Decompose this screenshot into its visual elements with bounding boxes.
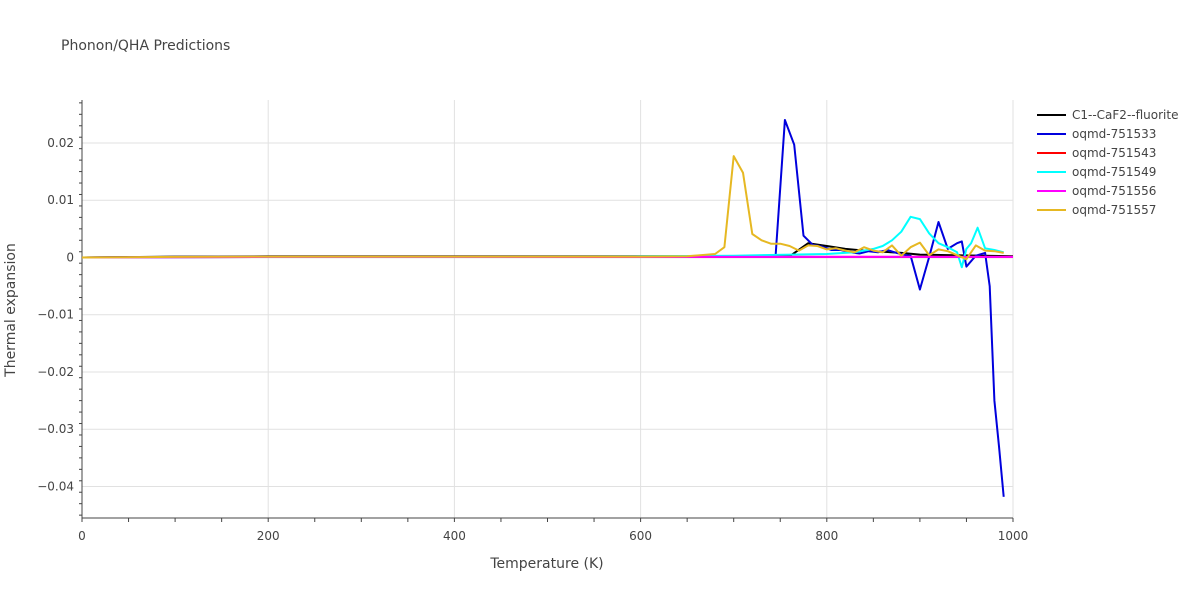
series-line-oqmd-751557	[81, 155, 1004, 261]
legend-entry: oqmd-751533	[1072, 127, 1156, 141]
grid-layer	[82, 100, 1014, 518]
legend: C1--CaF2--fluorite oqmd-751533 oqmd-751543…	[1037, 108, 1178, 217]
axis-layer: 0 200 400 600 800 1000 −0.04 −0.03 −0.02 −0.01 0 0.…	[37, 100, 1028, 543]
x-tick-label: 1000	[998, 529, 1029, 543]
legend-entry: C1--CaF2--fluorite	[1072, 108, 1178, 122]
series-line-oqmd-751533	[81, 119, 1005, 497]
legend-entry: oqmd-751549	[1072, 165, 1156, 179]
y-tick-label: 0	[66, 250, 74, 264]
legend-entry: oqmd-751556	[1072, 184, 1156, 198]
y-tick-label: −0.02	[37, 365, 74, 379]
legend-entry: oqmd-751557	[1072, 203, 1156, 217]
x-tick-label: 800	[815, 529, 838, 543]
series-layer	[81, 119, 1014, 497]
y-tick-label: 0.01	[47, 193, 74, 207]
x-axis-title: Temperature (K)	[489, 556, 603, 572]
series-line-oqmd-751549	[81, 215, 1004, 269]
y-tick-label: 0.02	[47, 136, 74, 150]
chart-title: Phonon/QHA Predictions	[61, 38, 230, 54]
y-axis-title: Thermal expansion	[3, 243, 19, 378]
x-tick-label: 400	[443, 529, 466, 543]
legend-entry: oqmd-751543	[1072, 146, 1156, 160]
x-tick-label: 0	[78, 529, 86, 543]
y-tick-label: −0.01	[37, 308, 74, 322]
y-tick-label: −0.04	[37, 480, 74, 494]
x-tick-label: 600	[629, 529, 652, 543]
x-tick-label: 200	[257, 529, 280, 543]
y-tick-label: −0.03	[37, 422, 74, 436]
